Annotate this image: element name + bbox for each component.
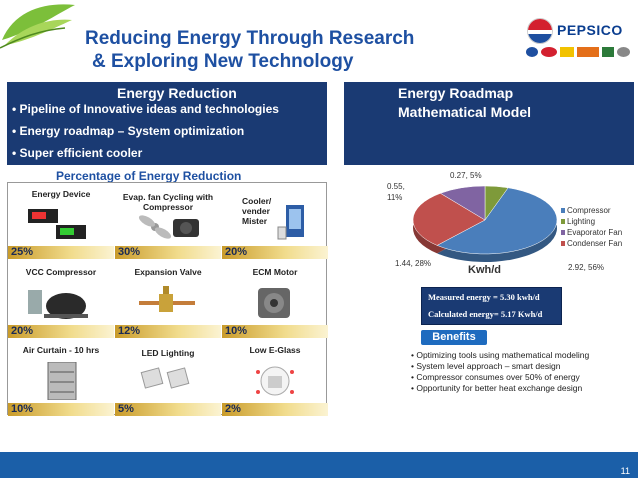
pie-slice-condenser-fan — [412, 193, 486, 246]
grid-cell-label: Cooler/ vender Mister — [242, 196, 272, 226]
reduction-percent: 5% — [118, 403, 134, 415]
grid-cell-valve: Expansion Valve 12% — [115, 262, 221, 339]
grid-cell-label: Evap. fan Cycling with Compressor — [122, 192, 214, 212]
benefit-4: Opportunity for better heat exchange des… — [411, 383, 582, 393]
pie-legend: Compressor Lighting Evaporator Fan Condense… — [561, 206, 636, 250]
curtain-icon — [26, 361, 96, 401]
glass-icon — [240, 362, 310, 400]
legend-swatch — [561, 230, 565, 235]
grid-cell-compressor: VCC Compressor 20% — [8, 262, 114, 339]
benefits-badge: Benefits — [421, 330, 487, 345]
pie-label-compressor: 2.92, 56% — [568, 263, 605, 272]
page-number: 11 — [620, 466, 630, 476]
reduction-percent: 20% — [225, 246, 248, 258]
slide-title-line1: Reducing Energy Through Research — [85, 28, 415, 49]
reduction-percent-bar: 12% — [115, 325, 221, 338]
grid-cell-fan: Evap. fan Cycling with Compressor 30% — [115, 183, 221, 260]
reduction-percent-bar: 10% — [222, 325, 328, 338]
grid-cell-device: Energy Device 25% — [8, 183, 114, 260]
brand-logos — [526, 46, 632, 58]
benefit-2: System level approach – smart design — [411, 361, 560, 371]
reduction-percent-bar: 2% — [222, 403, 328, 416]
compressor-icon — [26, 284, 96, 322]
energy-roadmap-panel: Energy Roadmap Mathematical Model — [344, 82, 634, 165]
measured-energy: Measured energy = 5.30 kwh/d — [428, 292, 540, 302]
roadmap-heading-line2: Mathematical Model — [398, 104, 532, 120]
grid-cell-led: LED Lighting 5% — [115, 340, 221, 417]
grid-cell-label: Low E-Glass — [249, 345, 301, 355]
energy-reduction-heading: Energy Reduction — [117, 85, 237, 101]
grid-cell-label: Air Curtain - 10 hrs — [22, 345, 100, 355]
benefit-1: Optimizing tools using mathematical mode… — [411, 350, 589, 360]
pie-chart-title: Kwh/d — [468, 264, 501, 276]
energy-reduction-panel: Energy Reduction Pipeline of Innovative … — [7, 82, 327, 165]
legend-item: Lighting — [561, 217, 636, 228]
grid-cell-label: Energy Device — [31, 189, 91, 199]
pie-label-evaporator-fan: 0.55, 11% — [387, 182, 405, 202]
grid-cell-label: Expansion Valve — [134, 267, 202, 277]
pepsico-logo-text: PEPSICO — [557, 22, 623, 38]
pepsi-globe-logo — [527, 18, 553, 44]
fan-icon — [133, 205, 203, 243]
legend-item: Evaporator Fan — [561, 228, 636, 239]
reduction-percent: 2% — [225, 403, 241, 415]
legend-item: Compressor — [561, 206, 636, 217]
reduction-percent: 10% — [11, 403, 34, 415]
reduction-percent: 20% — [11, 325, 34, 337]
grid-cell-label: VCC Compressor — [25, 267, 97, 277]
bullet-3: Super efficient cooler — [12, 146, 143, 160]
energy-measure-box: Measured energy = 5.30 kwh/d Calculated … — [421, 287, 562, 325]
legend-label: Condenser Fan — [567, 239, 623, 248]
reduction-percent-bar: 20% — [222, 246, 328, 259]
roadmap-heading-line1: Energy Roadmap — [398, 85, 514, 101]
reduction-percent-bar: 20% — [8, 325, 114, 338]
reduction-percent-bar: 25% — [8, 246, 114, 259]
footer-bar: 11 — [0, 452, 638, 478]
grid-cell-curtain: Air Curtain - 10 hrs 10% — [8, 340, 114, 417]
grid-cell-motor: ECM Motor 10% — [222, 262, 328, 339]
slide-title-line2: & Exploring New Technology — [92, 51, 354, 72]
bullet-2: Energy roadmap – System optimization — [12, 124, 245, 138]
reduction-percent: 30% — [118, 246, 141, 258]
bullet-1: Pipeline of Innovative ideas and technol… — [12, 102, 279, 116]
reduction-percent: 25% — [11, 246, 34, 258]
reduction-percent-bar: 30% — [115, 246, 221, 259]
grid-cell-label: ECM Motor — [252, 267, 298, 277]
legend-item: Condenser Fan — [561, 239, 636, 250]
legend-swatch — [561, 241, 565, 246]
benefit-3: Compressor consumes over 50% of energy — [411, 372, 579, 382]
legend-label: Compressor — [567, 206, 611, 215]
led-icon — [133, 362, 203, 400]
reduction-percent-bar: 10% — [8, 403, 114, 416]
pie-slice-evaporator-fan — [439, 185, 486, 221]
valve-icon — [133, 284, 203, 322]
legend-label: Evaporator Fan — [567, 228, 623, 237]
cooler-icon — [240, 205, 310, 243]
calculated-energy: Calculated energy= 5.17 Kwh/d — [428, 309, 543, 319]
leaf-decoration — [0, 4, 75, 49]
motor-icon — [240, 284, 310, 322]
reduction-percent-bar: 5% — [115, 403, 221, 416]
grid-title: Percentage of Energy Reduction — [56, 169, 242, 183]
grid-cell-cooler: Cooler/ vender Mister 20% — [222, 183, 328, 260]
legend-swatch — [561, 208, 565, 213]
pie-label-condenser-fan: 1.44, 28% — [395, 259, 432, 268]
grid-cell-label: LED Lighting — [141, 348, 195, 358]
reduction-percent: 10% — [225, 325, 248, 337]
legend-label: Lighting — [567, 217, 596, 226]
grid-cell-glass: Low E-Glass 2% — [222, 340, 328, 417]
energy-reduction-grid: Energy Device 25% Evap. fan Cycling with C… — [7, 182, 328, 417]
pie-slice-compressor — [436, 187, 558, 255]
device-icon — [26, 205, 96, 243]
legend-swatch — [561, 219, 565, 224]
pie-label-lighting: 0.27, 5% — [450, 171, 482, 180]
reduction-percent: 12% — [118, 325, 141, 337]
energy-pie-chart — [412, 185, 558, 262]
